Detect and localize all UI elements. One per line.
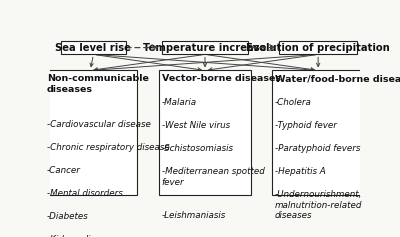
Text: -Diabetes: -Diabetes — [47, 212, 89, 221]
Text: -Leishmaniasis: -Leishmaniasis — [162, 211, 226, 220]
Text: Non-communicable
diseases: Non-communicable diseases — [47, 74, 149, 94]
Text: -Kidney disease: -Kidney disease — [47, 235, 116, 237]
Text: Temperature increase: Temperature increase — [143, 43, 267, 53]
FancyBboxPatch shape — [158, 70, 252, 195]
Text: Sea level rise: Sea level rise — [56, 43, 131, 53]
Text: Vector-borne diseases: Vector-borne diseases — [162, 74, 281, 83]
FancyBboxPatch shape — [61, 41, 126, 55]
FancyBboxPatch shape — [44, 70, 137, 195]
Text: -Mental disorders: -Mental disorders — [47, 189, 123, 198]
Text: -Hepatitis A: -Hepatitis A — [275, 167, 326, 176]
Text: Evolution of precipitation: Evolution of precipitation — [246, 43, 390, 53]
Text: -Malaria: -Malaria — [162, 98, 197, 107]
Text: -Mediterranean spotted
fever: -Mediterranean spotted fever — [162, 167, 264, 187]
Text: -Cardiovascular disease: -Cardiovascular disease — [47, 120, 151, 129]
Text: -Chronic respiratory disease: -Chronic respiratory disease — [47, 143, 170, 152]
FancyBboxPatch shape — [162, 41, 248, 55]
FancyBboxPatch shape — [279, 41, 357, 55]
Text: -Typhoid fever: -Typhoid fever — [275, 121, 337, 130]
FancyBboxPatch shape — [272, 70, 365, 195]
Text: -West Nile virus: -West Nile virus — [162, 121, 230, 130]
Text: -Paratyphoid fevers: -Paratyphoid fevers — [275, 144, 360, 153]
Text: -Schistosomiasis: -Schistosomiasis — [162, 144, 234, 153]
Text: -Undernourishment,
malnutrition-related
diseases: -Undernourishment, malnutrition-related … — [275, 190, 362, 220]
Text: -Cancer: -Cancer — [47, 166, 81, 175]
Text: -Cholera: -Cholera — [275, 98, 312, 107]
Text: Water/food-borne diseases: Water/food-borne diseases — [275, 74, 400, 83]
